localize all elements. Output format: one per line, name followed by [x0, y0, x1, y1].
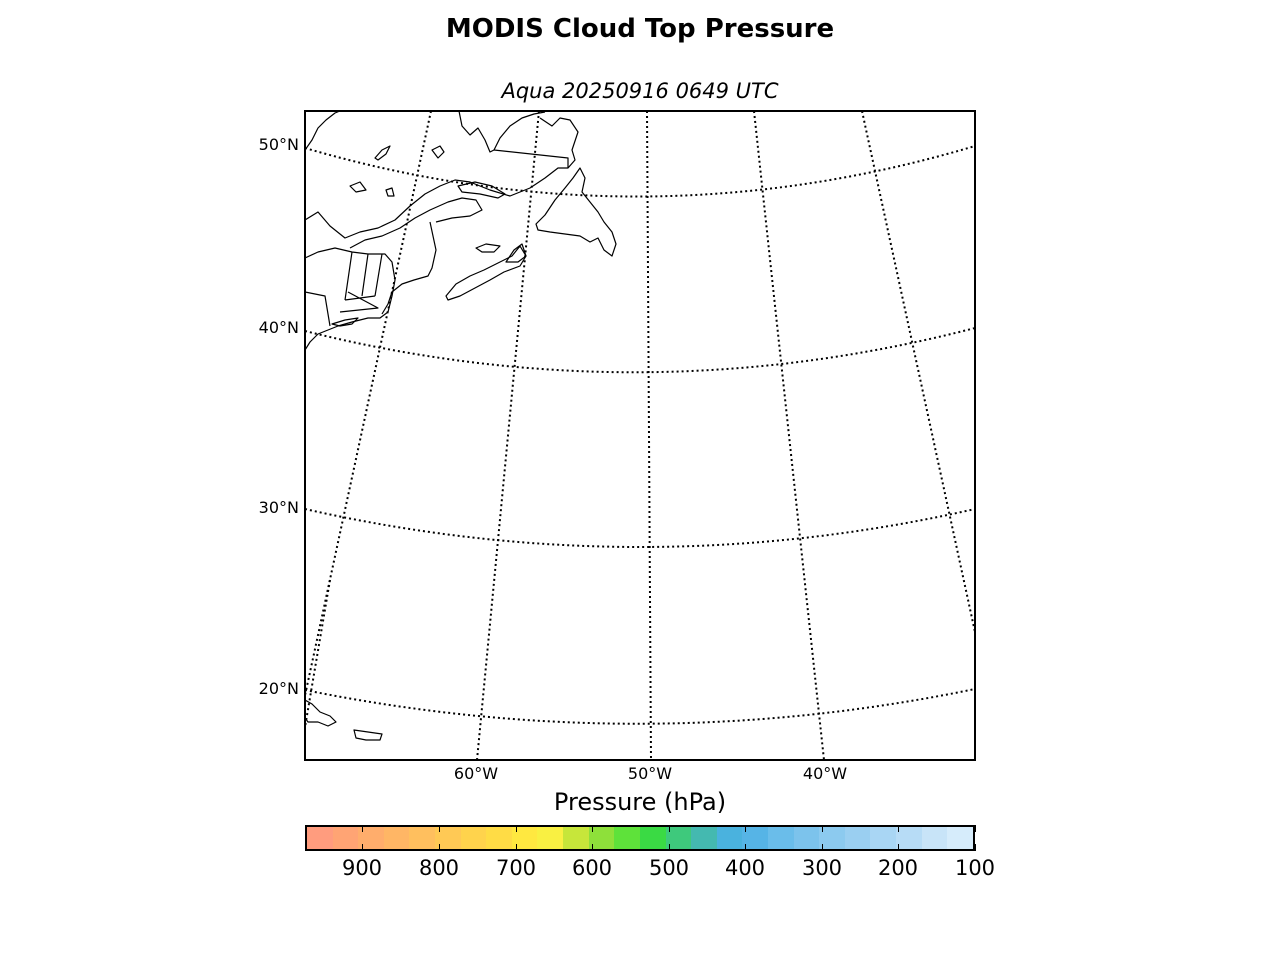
parallel-40n	[305, 327, 975, 374]
colorbar-cell	[511, 827, 538, 849]
lat-label-30n: 30°N	[258, 498, 299, 517]
colorbar-cell	[691, 827, 717, 849]
colorbar-tick-label: 800	[418, 856, 460, 880]
colorbar-cell	[588, 827, 615, 849]
island-small-1	[431, 145, 445, 159]
meridian-60w	[476, 111, 540, 760]
colorbar-tick	[745, 844, 746, 851]
nova-scotia	[445, 245, 527, 301]
colorbar-cell	[639, 827, 666, 849]
colorbar-cell	[844, 827, 871, 849]
colorbar-tick	[898, 825, 899, 832]
lon-label-60w: 60°W	[453, 764, 499, 783]
state-borders	[305, 251, 383, 327]
colorbar-tick	[592, 825, 593, 832]
lat-label-20n: 20°N	[258, 679, 299, 698]
colorbar-tick-label: 100	[954, 856, 996, 880]
cape-breton	[505, 243, 527, 263]
lat-label-50n: 50°N	[258, 135, 299, 154]
lat-label-40n: 40°N	[258, 318, 299, 337]
parallel-30n	[305, 508, 975, 548]
colorbar-cell	[870, 827, 897, 849]
colorbar-cell	[947, 827, 973, 849]
colorbar-tick	[822, 825, 823, 832]
colorbar-cell	[383, 827, 410, 849]
colorbar-tick	[669, 844, 670, 851]
magdalen-islands	[374, 145, 391, 161]
colorbar-cell	[332, 827, 359, 849]
colorbar-tick-label: 200	[877, 856, 919, 880]
long-island	[331, 317, 359, 327]
colorbar-cell	[537, 827, 564, 849]
colorbar-tick	[975, 844, 976, 851]
newfoundland	[535, 167, 617, 257]
colorbar-tick	[439, 844, 440, 851]
colorbar-tick	[898, 844, 899, 851]
meridian-35w	[861, 111, 975, 633]
anticosti-island	[457, 181, 506, 199]
coastlines	[305, 111, 617, 741]
quebec-labrador-border	[493, 149, 569, 168]
colorbar-tick	[822, 844, 823, 851]
colorbar-tick	[592, 844, 593, 851]
new-england-coast	[305, 247, 396, 351]
colorbar	[305, 825, 975, 851]
colorbar-tick	[362, 844, 363, 851]
prince-edward-island	[475, 243, 501, 253]
colorbar-cell	[614, 827, 640, 849]
meridian-40w	[753, 111, 825, 760]
puerto-rico	[353, 729, 383, 741]
colorbar-cell	[742, 827, 768, 849]
colorbar-tick	[362, 825, 363, 832]
colorbar-cell	[716, 827, 743, 849]
colorbar-tick	[516, 825, 517, 832]
colorbar-tick-label: 600	[571, 856, 613, 880]
hispaniola	[305, 699, 337, 727]
parallel-50n	[305, 145, 975, 198]
colorbar-cell	[563, 827, 589, 849]
colorbar-tick-label: 300	[801, 856, 843, 880]
lon-label-40w: 40°W	[802, 764, 848, 783]
quebec-north-shore	[305, 117, 579, 239]
graticule	[305, 111, 975, 760]
colorbar-tick-label: 700	[495, 856, 537, 880]
colorbar-tick	[975, 825, 976, 832]
colorbar-tick	[439, 825, 440, 832]
lon-label-50w: 50°W	[627, 764, 673, 783]
st-lawrence-south-shore	[349, 197, 483, 249]
island-small-3	[385, 187, 395, 197]
colorbar-tick-label: 900	[341, 856, 383, 880]
colorbar-tick-label: 500	[648, 856, 690, 880]
colorbar-title: Pressure (hPa)	[553, 788, 727, 816]
colorbar-cell	[767, 827, 794, 849]
colorbar-cell	[486, 827, 512, 849]
colorbar-tick-label: 400	[724, 856, 766, 880]
figure-subtitle: Aqua 20250916 0649 UTC	[501, 79, 779, 103]
colorbar-tick	[669, 825, 670, 832]
colorbar-cell	[819, 827, 845, 849]
colorbar-cell	[358, 827, 384, 849]
colorbar-cell	[665, 827, 692, 849]
meridian-65w	[305, 111, 432, 701]
new-brunswick	[381, 221, 437, 315]
figure-title: MODIS Cloud Top Pressure	[445, 14, 835, 44]
map-frame	[304, 110, 976, 761]
colorbar-tick	[745, 825, 746, 832]
colorbar-cell	[793, 827, 820, 849]
colorbar-cell	[921, 827, 948, 849]
colorbar-tick	[516, 844, 517, 851]
colorbar-cell	[460, 827, 487, 849]
colorbar-cell	[896, 827, 922, 849]
colorbar-cell	[435, 827, 461, 849]
meridian-70w	[305, 579, 331, 734]
parallel-20n	[305, 688, 975, 725]
labrador-coast-2	[458, 111, 546, 153]
labrador-coast	[305, 111, 341, 151]
colorbar-cell	[307, 827, 333, 849]
meridian-50w	[646, 111, 652, 760]
island-small-2	[349, 181, 367, 193]
colorbar-cell	[409, 827, 436, 849]
